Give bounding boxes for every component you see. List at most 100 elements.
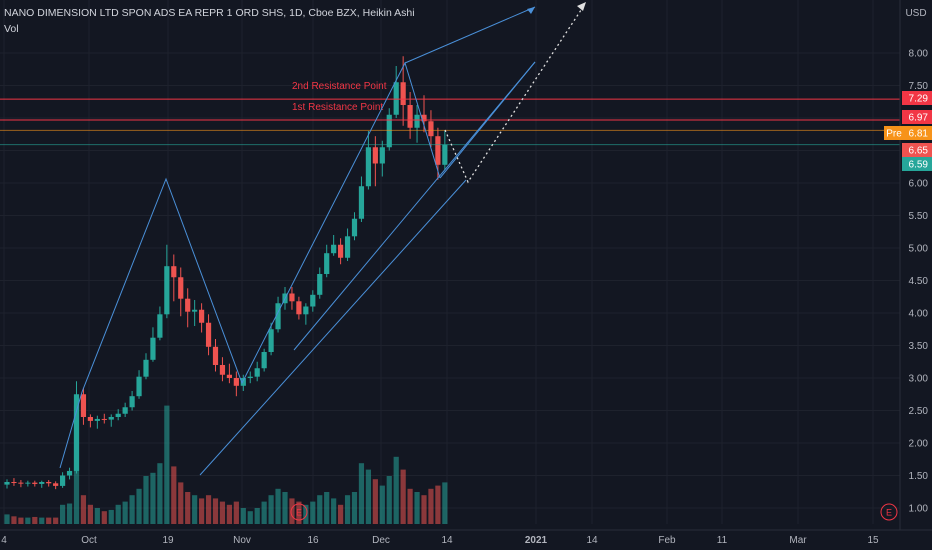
- candle-body: [400, 82, 406, 105]
- volume-bar: [66, 503, 73, 524]
- volume-bar: [192, 495, 198, 524]
- volume-bar: [428, 488, 434, 524]
- volume-bar: [275, 488, 281, 524]
- candle-body: [407, 105, 413, 128]
- symbol-header: NANO DIMENSION LTD SPON ADS EA REPR 1 OR…: [4, 7, 415, 19]
- candle-body: [150, 337, 156, 360]
- candle-body: [317, 274, 323, 295]
- candle-body: [136, 376, 142, 397]
- candle-body: [4, 482, 10, 485]
- earnings-event-icon[interactable]: [290, 503, 308, 521]
- volume-bar: [164, 405, 170, 524]
- time-tick-label: 14: [586, 535, 598, 546]
- time-tick-label: Oct: [81, 535, 97, 546]
- candle-body: [275, 303, 281, 330]
- price-tag-bg: [902, 91, 932, 105]
- price-tick-label: 7.50: [909, 81, 929, 92]
- candle-body: [122, 407, 128, 414]
- candle-body: [25, 482, 31, 484]
- volume-bar: [317, 495, 323, 524]
- time-axis[interactable]: [0, 530, 932, 550]
- volume-bar: [344, 495, 351, 524]
- volume-bar: [122, 501, 128, 524]
- candle-body: [205, 322, 212, 347]
- volume-bar: [80, 495, 87, 524]
- volume-bar: [414, 492, 420, 524]
- price-tick-label: 1.50: [909, 471, 929, 482]
- price-tick-label: 4.50: [909, 276, 929, 287]
- support-trendline: [199, 179, 467, 476]
- volume-bar: [240, 508, 246, 524]
- candle-body: [87, 417, 93, 421]
- volume-bar: [32, 516, 38, 524]
- candle-body: [18, 482, 24, 484]
- projection-dotted-path: [444, 3, 586, 184]
- candle-body: [143, 359, 149, 377]
- volume-bar: [108, 509, 114, 524]
- volume-bar: [435, 485, 441, 524]
- volume-bar: [233, 501, 239, 524]
- volume-bar: [157, 463, 163, 524]
- candle-body: [94, 418, 100, 421]
- candle-body: [386, 114, 392, 148]
- time-tick-label: 11: [717, 535, 728, 546]
- price-tick-label: 8.00: [909, 49, 929, 60]
- candle-body: [115, 413, 121, 417]
- volume-bar: [53, 517, 59, 524]
- time-tick-label: Dec: [372, 535, 390, 546]
- channel-trendline: [293, 61, 536, 351]
- candle-body: [11, 482, 17, 483]
- volume-legend-label: Vol: [4, 23, 19, 35]
- volume-bar: [25, 517, 31, 524]
- price-tick-label: 1.00: [909, 504, 929, 515]
- candle-body: [80, 394, 87, 417]
- volume-bar: [282, 492, 288, 524]
- price-tick-label: 4.00: [909, 309, 929, 320]
- candle-body: [66, 470, 73, 476]
- volume-bar: [205, 495, 212, 524]
- candle-body: [421, 114, 427, 122]
- candle-body: [226, 374, 232, 378]
- candle-body: [331, 244, 337, 254]
- candle-body: [101, 418, 107, 420]
- volume-bar: [400, 469, 406, 524]
- price-tag-label: 6.81: [909, 129, 929, 140]
- volume-bar: [442, 482, 448, 524]
- candle-body: [212, 346, 219, 365]
- volume-bar: [115, 504, 121, 524]
- candle-body: [414, 114, 420, 128]
- volume-bar: [351, 492, 358, 524]
- candle-body: [289, 293, 295, 302]
- candle-body: [178, 277, 184, 299]
- volume-bar: [136, 488, 142, 524]
- price-tag-label: 6.97: [909, 113, 929, 124]
- time-tick-label: 4: [1, 535, 7, 546]
- candle-body: [435, 136, 441, 165]
- channel-upper-line: [439, 61, 536, 179]
- volume-bar: [289, 498, 295, 524]
- price-tick-label: 5.00: [909, 244, 929, 255]
- volume-bar: [338, 504, 344, 524]
- volume-bar: [324, 492, 330, 524]
- premarket-tag-label: Pre: [886, 129, 902, 140]
- volume-bar: [365, 469, 371, 524]
- price-axis[interactable]: [900, 0, 932, 530]
- candle-body: [73, 394, 80, 471]
- price-tag-bg: [902, 110, 932, 124]
- volume-bar: [185, 492, 191, 524]
- volume-bar: [226, 504, 232, 524]
- volume-bar: [11, 516, 17, 524]
- volume-bar: [268, 495, 274, 524]
- resistance-label: 1st Resistance Point: [292, 102, 383, 113]
- volume-bar: [129, 495, 135, 524]
- arrow-head-icon: [527, 7, 535, 14]
- candle-body: [372, 147, 378, 164]
- volume-bar: [296, 501, 302, 524]
- candle-body: [393, 82, 399, 115]
- volume-bar: [310, 501, 316, 524]
- candle-body: [192, 309, 198, 312]
- volume-bar: [46, 517, 52, 524]
- dotted-arrow-head-icon: [577, 2, 586, 11]
- earnings-event-icon[interactable]: [880, 503, 898, 521]
